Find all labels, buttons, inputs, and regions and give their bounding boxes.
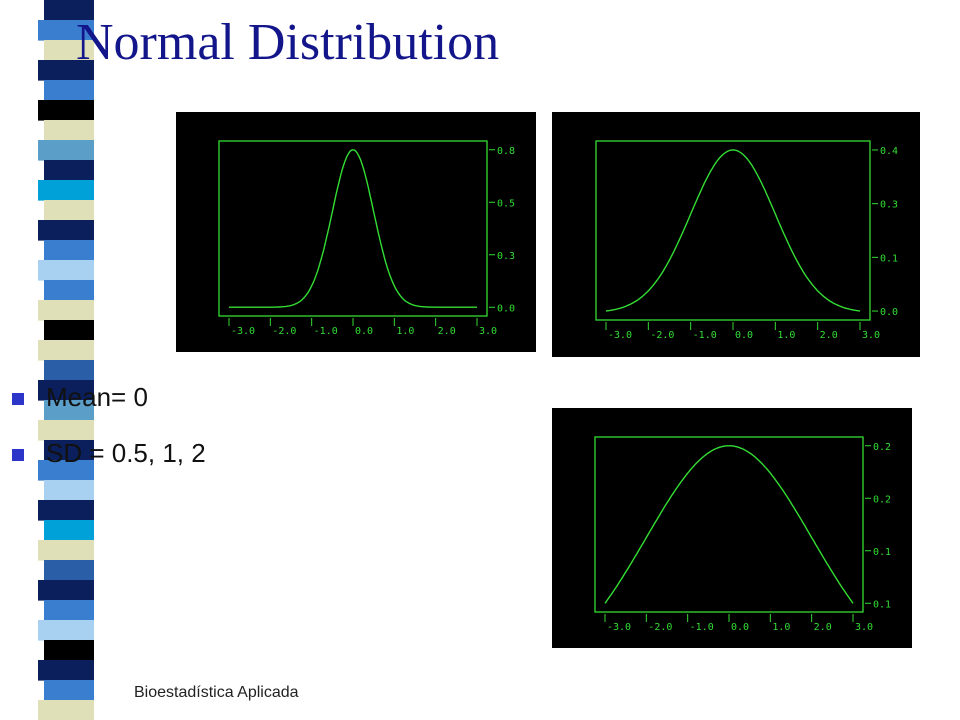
stripe-block <box>44 80 94 101</box>
x-tick-label: 2.0 <box>814 622 832 633</box>
stripe-block <box>38 260 94 281</box>
x-tick-label: -2.0 <box>650 330 674 341</box>
normal-plot-sd-2: -3.0 -2.0 -1.0 0.0 1.0 2.0 3.0 0.1 0.1 0.2 0.2 <box>552 408 912 648</box>
stripe-block <box>38 500 94 521</box>
density-curve <box>605 149 861 312</box>
stripe-block <box>38 100 94 121</box>
x-tick-label: -1.0 <box>693 330 717 341</box>
stripe-block <box>38 20 94 41</box>
y-tick-label: 0.1 <box>880 253 898 264</box>
stripe-block <box>38 620 94 641</box>
plot-frame <box>595 140 871 321</box>
y-tick-label: 0.8 <box>497 146 515 157</box>
stripe-block <box>44 640 94 661</box>
x-tick-label: -1.0 <box>690 622 714 633</box>
stripe-block <box>38 540 94 561</box>
y-tick-label: 0.5 <box>497 198 515 209</box>
stripe-block <box>44 40 94 61</box>
stripe-block <box>38 60 94 81</box>
stripe-block <box>44 440 94 461</box>
x-tick-label: 0.0 <box>355 326 373 337</box>
stripe-block <box>38 300 94 321</box>
stripe-block <box>38 340 94 361</box>
y-tick-label: 0.1 <box>873 547 891 558</box>
plot-frame <box>594 436 864 613</box>
y-tick-label: 0.1 <box>873 599 891 610</box>
slide-title: Normal Distribution <box>76 14 500 71</box>
y-tick-label: 0.0 <box>880 307 898 318</box>
stripe-block <box>44 680 94 701</box>
stripe-block <box>44 400 94 421</box>
stripe-block <box>44 160 94 181</box>
x-tick-label: 0.0 <box>735 330 753 341</box>
footer-text: Bioestadística Aplicada <box>134 684 299 701</box>
stripe-block <box>38 180 94 201</box>
stripe-block <box>44 480 94 501</box>
stripe-block <box>38 420 94 441</box>
y-tick-label: 0.2 <box>873 442 891 453</box>
decorative-stripe <box>38 0 94 720</box>
stripe-block <box>38 660 94 681</box>
x-tick-label: 1.0 <box>396 326 414 337</box>
stripe-block <box>38 700 94 720</box>
stripe-block <box>38 460 94 481</box>
y-tick-label: 0.0 <box>497 303 515 314</box>
x-tick-label: -3.0 <box>231 326 255 337</box>
stripe-block <box>44 520 94 541</box>
y-tick-label: 0.2 <box>873 494 891 505</box>
density-curve <box>228 149 478 308</box>
bullet-text: SD = 0.5, 1, 2 <box>46 438 206 468</box>
y-tick-label: 0.3 <box>497 251 515 262</box>
stripe-block <box>38 140 94 161</box>
x-tick-label: -3.0 <box>607 622 631 633</box>
x-tick-label: 3.0 <box>855 622 873 633</box>
x-tick-label: 1.0 <box>772 622 790 633</box>
stripe-block <box>44 240 94 261</box>
stripe-block <box>44 600 94 621</box>
bullet-square-icon <box>12 393 24 405</box>
x-tick-label: 1.0 <box>777 330 795 341</box>
x-tick-label: 0.0 <box>731 622 749 633</box>
x-tick-label: 2.0 <box>820 330 838 341</box>
y-tick-label: 0.3 <box>880 200 898 211</box>
stripe-block <box>44 120 94 141</box>
normal-plot-sd-1: -3.0 -2.0 -1.0 0.0 1.0 2.0 3.0 0.0 0.1 0.3 0.4 <box>552 112 920 357</box>
bullet-square-icon <box>12 449 24 461</box>
plot-frame <box>218 140 488 317</box>
stripe-block <box>38 380 94 401</box>
stripe-block <box>44 320 94 341</box>
stripe-block <box>44 360 94 381</box>
x-tick-label: 3.0 <box>479 326 497 337</box>
stripe-block <box>38 220 94 241</box>
density-curve <box>604 445 854 604</box>
stripe-block <box>44 280 94 301</box>
x-tick-label: -1.0 <box>314 326 338 337</box>
stripe-block <box>44 200 94 221</box>
x-tick-label: -2.0 <box>648 622 672 633</box>
bullet-text: Mean= 0 <box>46 382 148 412</box>
normal-plot-sd-0.5: -3.0 -2.0 -1.0 0.0 1.0 2.0 3.0 0.0 0.3 0.5 0.8 <box>176 112 536 352</box>
x-tick-label: 3.0 <box>862 330 880 341</box>
y-tick-label: 0.4 <box>880 146 898 157</box>
stripe-block <box>38 580 94 601</box>
bullet-mean: Mean= 0 <box>12 382 148 413</box>
stripe-block <box>44 0 94 21</box>
bullet-sd: SD = 0.5, 1, 2 <box>12 438 206 469</box>
stripe-block <box>44 560 94 581</box>
x-tick-label: -3.0 <box>608 330 632 341</box>
x-tick-label: -2.0 <box>272 326 296 337</box>
x-tick-label: 2.0 <box>438 326 456 337</box>
